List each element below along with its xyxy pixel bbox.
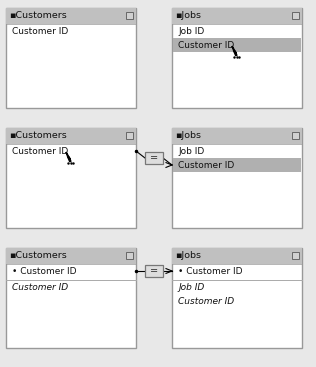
Bar	[172, 8, 302, 24]
Text: • Customer ID: • Customer ID	[178, 266, 242, 276]
Text: =: =	[150, 266, 158, 276]
Polygon shape	[232, 46, 236, 54]
Bar	[6, 248, 136, 264]
Text: ▪Customers: ▪Customers	[9, 11, 67, 21]
Text: ▪Jobs: ▪Jobs	[175, 251, 201, 261]
Bar	[172, 8, 302, 108]
Text: Customer ID: Customer ID	[178, 160, 234, 170]
Text: Job ID: Job ID	[178, 26, 204, 36]
Bar	[172, 248, 302, 264]
Text: Customer ID: Customer ID	[12, 146, 68, 156]
Bar	[292, 252, 299, 259]
Bar	[172, 128, 302, 228]
Bar	[292, 12, 299, 19]
Polygon shape	[234, 51, 237, 55]
Text: ▪Jobs: ▪Jobs	[175, 131, 201, 141]
Bar	[126, 12, 133, 19]
Text: Job ID: Job ID	[178, 146, 204, 156]
Bar	[145, 265, 163, 277]
Bar	[6, 8, 136, 24]
Bar	[6, 128, 136, 144]
Bar	[172, 248, 302, 348]
Polygon shape	[68, 157, 71, 161]
Bar	[6, 128, 136, 228]
Bar	[6, 8, 136, 108]
Bar	[126, 252, 133, 259]
Text: ▪Customers: ▪Customers	[9, 131, 67, 141]
Text: Customer ID: Customer ID	[178, 298, 234, 306]
Bar	[173, 38, 301, 52]
Bar	[126, 132, 133, 139]
Text: =: =	[150, 153, 158, 163]
Bar	[145, 152, 163, 164]
Text: Customer ID: Customer ID	[178, 40, 234, 50]
Text: Job ID: Job ID	[178, 283, 204, 292]
Text: Customer ID: Customer ID	[12, 26, 68, 36]
Text: Customer ID: Customer ID	[12, 283, 68, 292]
Bar	[6, 248, 136, 348]
Text: ▪Customers: ▪Customers	[9, 251, 67, 261]
Bar	[292, 132, 299, 139]
Bar	[172, 128, 302, 144]
Text: • Customer ID: • Customer ID	[12, 266, 76, 276]
Text: ▪Jobs: ▪Jobs	[175, 11, 201, 21]
Bar	[173, 158, 301, 172]
Polygon shape	[66, 152, 70, 160]
